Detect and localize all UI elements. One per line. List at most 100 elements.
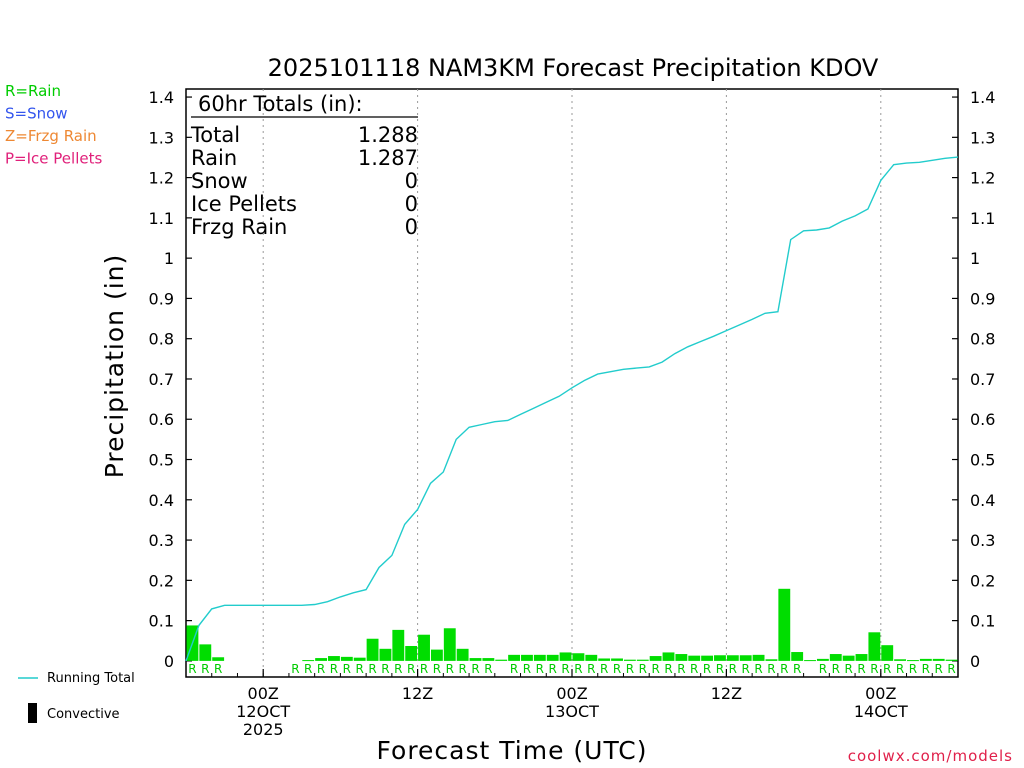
y-tick-label-left: 1 bbox=[164, 249, 174, 268]
precip-bar bbox=[752, 654, 765, 661]
totals-row-label: Ice Pellets bbox=[191, 192, 297, 216]
precip-bar bbox=[315, 658, 328, 661]
precip-bar bbox=[598, 658, 611, 661]
y-tick-label-right: 1.4 bbox=[970, 88, 995, 107]
precip-bar bbox=[521, 654, 533, 661]
y-tick-label-left: 0.3 bbox=[149, 531, 174, 550]
precip-bar bbox=[739, 655, 752, 661]
y-tick-label-right: 0.5 bbox=[970, 451, 995, 470]
totals-row-value: 0 bbox=[405, 192, 418, 216]
precip-bar bbox=[714, 655, 726, 661]
precip-bar bbox=[765, 659, 778, 661]
precip-bar bbox=[791, 652, 804, 661]
y-tick-label-left: 1.2 bbox=[149, 169, 174, 188]
precip-bar bbox=[855, 654, 868, 661]
ptype-code: R bbox=[922, 662, 930, 676]
ptype-code: R bbox=[896, 662, 904, 676]
totals-row-value: 0 bbox=[405, 169, 418, 193]
y-tick-label-left: 1.4 bbox=[149, 88, 174, 107]
precip-bar bbox=[778, 588, 791, 661]
x-tick-label: 00Z bbox=[248, 684, 279, 703]
ptype-legend-item: P=Ice Pellets bbox=[5, 150, 102, 168]
precip-bar bbox=[675, 654, 688, 661]
precip-bar bbox=[881, 645, 894, 661]
x-tick-label: 00Z bbox=[556, 684, 587, 703]
precip-bar bbox=[469, 658, 482, 661]
ptype-code: R bbox=[832, 662, 840, 676]
y-tick-label-left: 0.6 bbox=[149, 410, 174, 429]
totals-box: 60hr Totals (in): Total 1.288 Rain 1.287 Sno… bbox=[190, 92, 418, 239]
precip-bar bbox=[533, 654, 546, 661]
y-tick-label-right: 1.3 bbox=[970, 128, 995, 147]
y-tick-label-left: 0.7 bbox=[149, 370, 174, 389]
x-tick-label: 12Z bbox=[402, 684, 433, 703]
y-tick-label-right: 1 bbox=[970, 249, 980, 268]
y-tick-label-right: 0.6 bbox=[970, 410, 995, 429]
running-total-line bbox=[185, 156, 959, 662]
x-tick-label: 12OCT bbox=[236, 702, 290, 721]
precip-bar bbox=[405, 645, 418, 661]
y-axis-left: 0 0.1 0.2 0.3 0.4 0.5 0.6 0.7 0.8 0.9 1 1.1 1.2 1.3 1.… bbox=[149, 88, 192, 671]
precip-bar bbox=[611, 658, 623, 661]
ptype-code: R bbox=[729, 662, 737, 676]
ptype-code: R bbox=[420, 662, 428, 676]
x-tick-label: 2025 bbox=[243, 720, 284, 739]
ptype-code: R bbox=[549, 662, 557, 676]
x-tick-label: 14OCT bbox=[854, 702, 908, 721]
y-tick-label-left: 0.9 bbox=[149, 289, 174, 308]
precip-bar bbox=[585, 654, 598, 661]
y-tick-label-right: 0.4 bbox=[970, 491, 995, 510]
precip-bar bbox=[649, 656, 662, 661]
precip-bar bbox=[623, 659, 636, 661]
precip-bar bbox=[302, 660, 315, 662]
precip-bar bbox=[443, 628, 456, 661]
precip-bar bbox=[804, 660, 816, 662]
precip-bar bbox=[546, 654, 559, 661]
ptype-code: R bbox=[407, 662, 415, 676]
x-tick-label: 12Z bbox=[711, 684, 742, 703]
ptype-code: R bbox=[690, 662, 698, 676]
y-tick-label-left: 1.3 bbox=[149, 128, 174, 147]
y-tick-label-left: 0.8 bbox=[149, 330, 174, 349]
precip-bar bbox=[572, 653, 585, 661]
precip-bar bbox=[688, 655, 701, 661]
y-tick-label-left: 0 bbox=[164, 652, 174, 671]
ptype-code: R bbox=[368, 662, 376, 676]
precip-bar bbox=[907, 660, 919, 662]
totals-row-value: 1.287 bbox=[358, 146, 418, 170]
precip-bar bbox=[392, 629, 405, 661]
ptype-legend-item: S=Snow bbox=[5, 105, 68, 123]
y-tick-label-right: 0.9 bbox=[970, 289, 995, 308]
precip-bar bbox=[816, 658, 829, 661]
precip-bar bbox=[379, 648, 392, 661]
ptype-code: R bbox=[433, 662, 441, 676]
ptype-code: R bbox=[536, 662, 544, 676]
ptype-code: R bbox=[394, 662, 402, 676]
ptype-code: R bbox=[857, 662, 865, 676]
precip-bar bbox=[199, 644, 212, 661]
precip-bar bbox=[829, 654, 842, 661]
precip-bar bbox=[495, 659, 508, 661]
running-total-legend-label: Running Total bbox=[47, 671, 135, 686]
precip-bar bbox=[945, 659, 958, 661]
precip-bar bbox=[932, 658, 945, 661]
ptype-code: R bbox=[484, 662, 492, 676]
precip-bar bbox=[842, 655, 855, 661]
ptype-code: R bbox=[510, 662, 518, 676]
precip-bar bbox=[430, 649, 443, 661]
ptype-code: R bbox=[626, 662, 634, 676]
y-tick-label-left: 0.5 bbox=[149, 451, 174, 470]
ptype-code: R bbox=[651, 662, 659, 676]
hourly-precip-bars bbox=[186, 588, 958, 662]
precip-bar bbox=[482, 658, 495, 661]
ptype-code: R bbox=[677, 662, 685, 676]
ptype-code: R bbox=[330, 662, 338, 676]
ptype-code: R bbox=[458, 662, 466, 676]
ptype-code: R bbox=[446, 662, 454, 676]
y-axis-label: Precipitation (in) bbox=[100, 254, 129, 479]
ptype-code: R bbox=[523, 662, 531, 676]
convective-legend-label: Convective bbox=[47, 707, 120, 722]
y-axis-right: 0 0.1 0.2 0.3 0.4 0.5 0.6 0.7 0.8 0.9 1 1.1 1.2 1.3 1.… bbox=[952, 88, 995, 671]
